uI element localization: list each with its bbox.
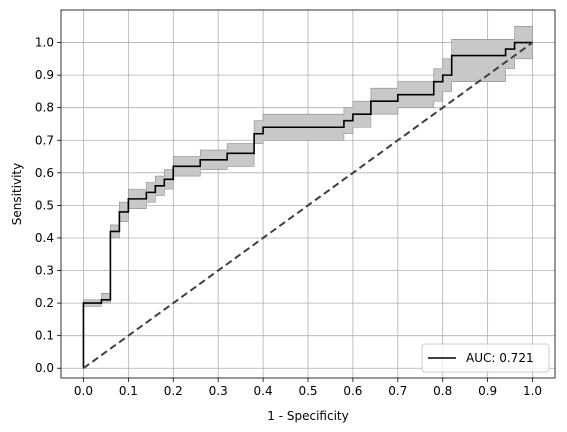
y-tick-label-2: 0.2	[35, 296, 54, 310]
y-tick-label-8: 0.8	[35, 101, 54, 115]
x-tick-label-2: 0.2	[164, 384, 183, 398]
confidence-band-layer	[83, 25, 533, 307]
legend-label-roc: AUC: 0.721	[466, 351, 534, 365]
x-tick-label-8: 0.8	[433, 384, 452, 398]
legend: AUC: 0.721	[421, 343, 550, 373]
y-tick-label-0: 0.0	[35, 361, 54, 375]
y-tick-label-5: 0.5	[35, 198, 54, 212]
y-tick-label-3: 0.3	[35, 264, 54, 278]
y-tick-label-7: 0.7	[35, 133, 54, 147]
y-tick-label-9: 0.9	[35, 68, 54, 82]
y-tick-label-4: 0.4	[35, 231, 54, 245]
x-tick-label-3: 0.3	[209, 384, 228, 398]
y-tick-label-1: 0.1	[35, 329, 54, 343]
x-tick-label-1: 0.1	[119, 384, 138, 398]
x-axis-ticks: 0.0 0.1 0.2 0.3 0.4 0.5 0.6 0.7 0.8 0.9 1.0	[74, 378, 542, 398]
legend-box	[421, 343, 550, 373]
x-tick-label-7: 0.7	[388, 384, 407, 398]
y-tick-label-6: 0.6	[35, 166, 54, 180]
series-layer	[82, 41, 534, 370]
x-tick-label-6: 0.6	[343, 384, 362, 398]
x-tick-label-9: 0.9	[478, 384, 497, 398]
chance-line	[82, 41, 534, 370]
roc-curve-line	[82, 41, 533, 369]
x-axis-title: 1 - Specificity	[267, 409, 348, 423]
x-tick-label-4: 0.4	[254, 384, 273, 398]
x-tick-label-5: 0.5	[298, 384, 317, 398]
y-axis-title: Sensitivity	[10, 163, 24, 225]
x-tick-label-10: 1.0	[523, 384, 542, 398]
x-tick-label-0: 0.0	[74, 384, 93, 398]
confidence-band	[83, 25, 533, 307]
y-axis-ticks: 0.0 0.1 0.2 0.3 0.4 0.5 0.6 0.7 0.8 0.9 1.0	[35, 36, 61, 375]
y-tick-label-10: 1.0	[35, 36, 54, 50]
